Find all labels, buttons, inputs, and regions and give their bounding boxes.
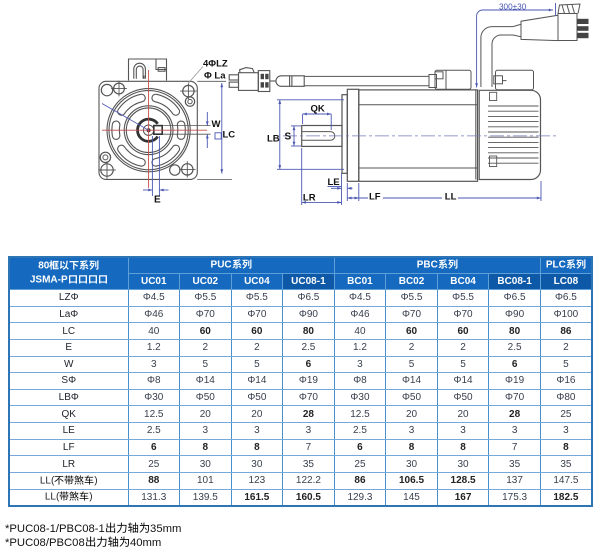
svg-text:LB: LB: [267, 134, 280, 145]
svg-text:LF: LF: [369, 192, 381, 203]
svg-text:QK: QK: [311, 104, 325, 115]
svg-text:4ΦLZ: 4ΦLZ: [203, 59, 228, 70]
svg-text:W: W: [212, 119, 221, 130]
svg-text:LL: LL: [445, 192, 457, 203]
svg-text:LC: LC: [223, 130, 236, 141]
svg-text:300±30: 300±30: [499, 2, 527, 11]
svg-text:S: S: [285, 132, 292, 143]
svg-text:LR: LR: [303, 193, 316, 204]
svg-text:LE: LE: [328, 177, 340, 188]
svg-text:E: E: [154, 195, 161, 206]
svg-text:Φ La: Φ La: [204, 71, 226, 82]
